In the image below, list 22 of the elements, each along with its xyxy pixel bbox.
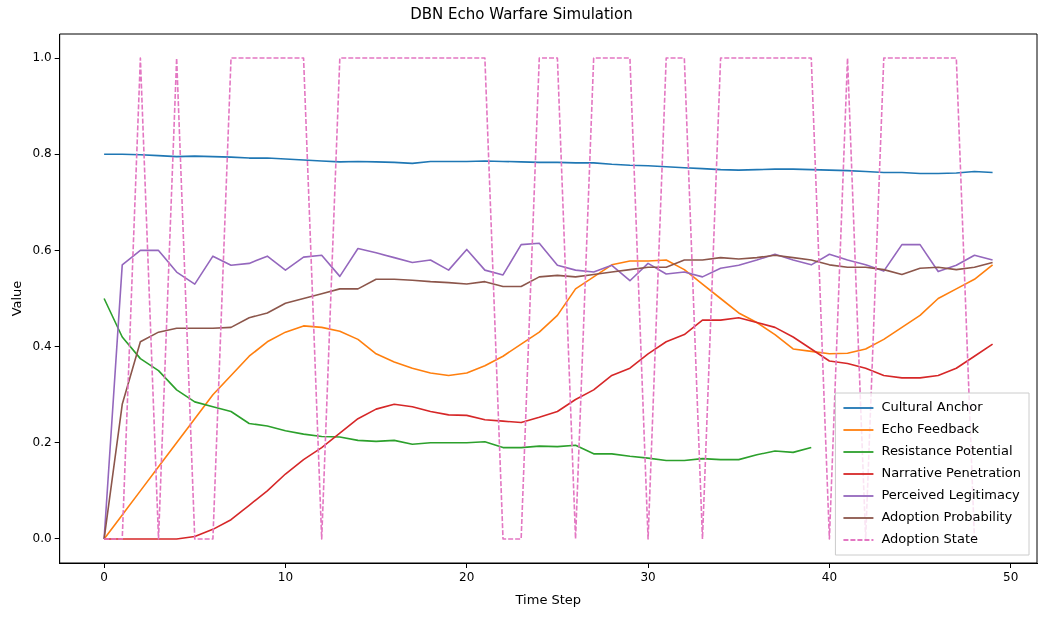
legend-label: Resistance Potential xyxy=(881,443,1013,459)
legend-label: Adoption Probability xyxy=(881,509,1013,525)
x-tick-label: 20 xyxy=(459,570,475,585)
legend-label: Perceived Legitimacy xyxy=(881,487,1021,503)
x-tick-label: 50 xyxy=(1003,570,1019,585)
legend-label: Narrative Penetration xyxy=(881,465,1022,481)
y-tick-label: 0.6 xyxy=(32,242,52,257)
chart-title: DBN Echo Warfare Simulation xyxy=(410,4,633,23)
x-tick-label: 40 xyxy=(821,570,838,585)
y-tick-label: 1.0 xyxy=(32,50,52,65)
x-tick-label: 30 xyxy=(640,570,656,585)
x-tick-label: 10 xyxy=(277,570,294,585)
y-tick-label: 0.4 xyxy=(32,338,52,353)
y-tick-label: 0.2 xyxy=(32,434,52,449)
x-tick-label: 0 xyxy=(100,570,108,585)
x-axis-title: Time Step xyxy=(514,591,582,607)
legend-label: Echo Feedback xyxy=(881,421,980,437)
legend-label: Cultural Anchor xyxy=(881,399,984,415)
legend-label: Adoption State xyxy=(881,531,979,547)
y-axis-title: Value xyxy=(9,280,25,317)
y-tick-label: 0.8 xyxy=(32,146,52,161)
y-tick-label: 0.0 xyxy=(32,531,52,546)
